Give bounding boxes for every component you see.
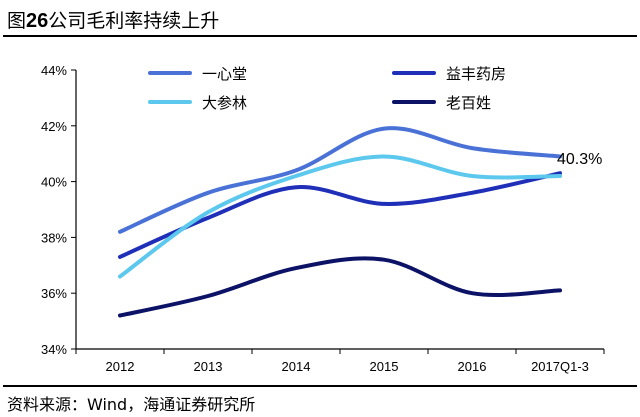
x-tick-label: 2017Q1-3	[531, 359, 589, 374]
series-line-2	[118, 171, 562, 259]
legend-label: 大参林	[202, 94, 247, 112]
series-line-3	[118, 154, 562, 279]
figure-title-text: 公司毛利率持续上升	[48, 10, 220, 32]
y-tick-label: 44%	[41, 63, 67, 78]
x-tick-label: 2013	[194, 359, 223, 374]
source-rule	[3, 385, 637, 387]
legend-label: 老百姓	[446, 94, 491, 112]
y-tick-label: 36%	[41, 286, 67, 301]
y-tick-label: 42%	[41, 119, 67, 134]
gross-margin-line-chart: 34% 36% 38% 40% 42% 44% 2012 2013 2014 2015 2016 20…	[41, 63, 605, 374]
annotation-label: 40.3%	[557, 151, 602, 168]
x-tick-label: 2015	[370, 359, 399, 374]
legend-label: 一心堂	[202, 65, 247, 83]
x-tick-label: 2012	[106, 359, 135, 374]
y-tick-label: 38%	[41, 230, 67, 245]
x-tick-label: 2014	[282, 359, 311, 374]
y-tick-label: 34%	[41, 342, 67, 357]
y-tick-label: 40%	[41, 175, 67, 190]
figure-number: 26	[26, 10, 49, 32]
figure-title: 图26公司毛利率持续上升	[7, 6, 219, 33]
legend-label: 益丰药房	[446, 65, 506, 83]
x-tick-label: 2016	[458, 359, 487, 374]
title-rule	[3, 35, 637, 37]
series-line-4	[118, 256, 562, 318]
series-line-1	[118, 126, 562, 234]
source-note: 资料来源：Wind，海通证券研究所	[7, 395, 256, 414]
figure-title-prefix: 图	[7, 10, 27, 32]
